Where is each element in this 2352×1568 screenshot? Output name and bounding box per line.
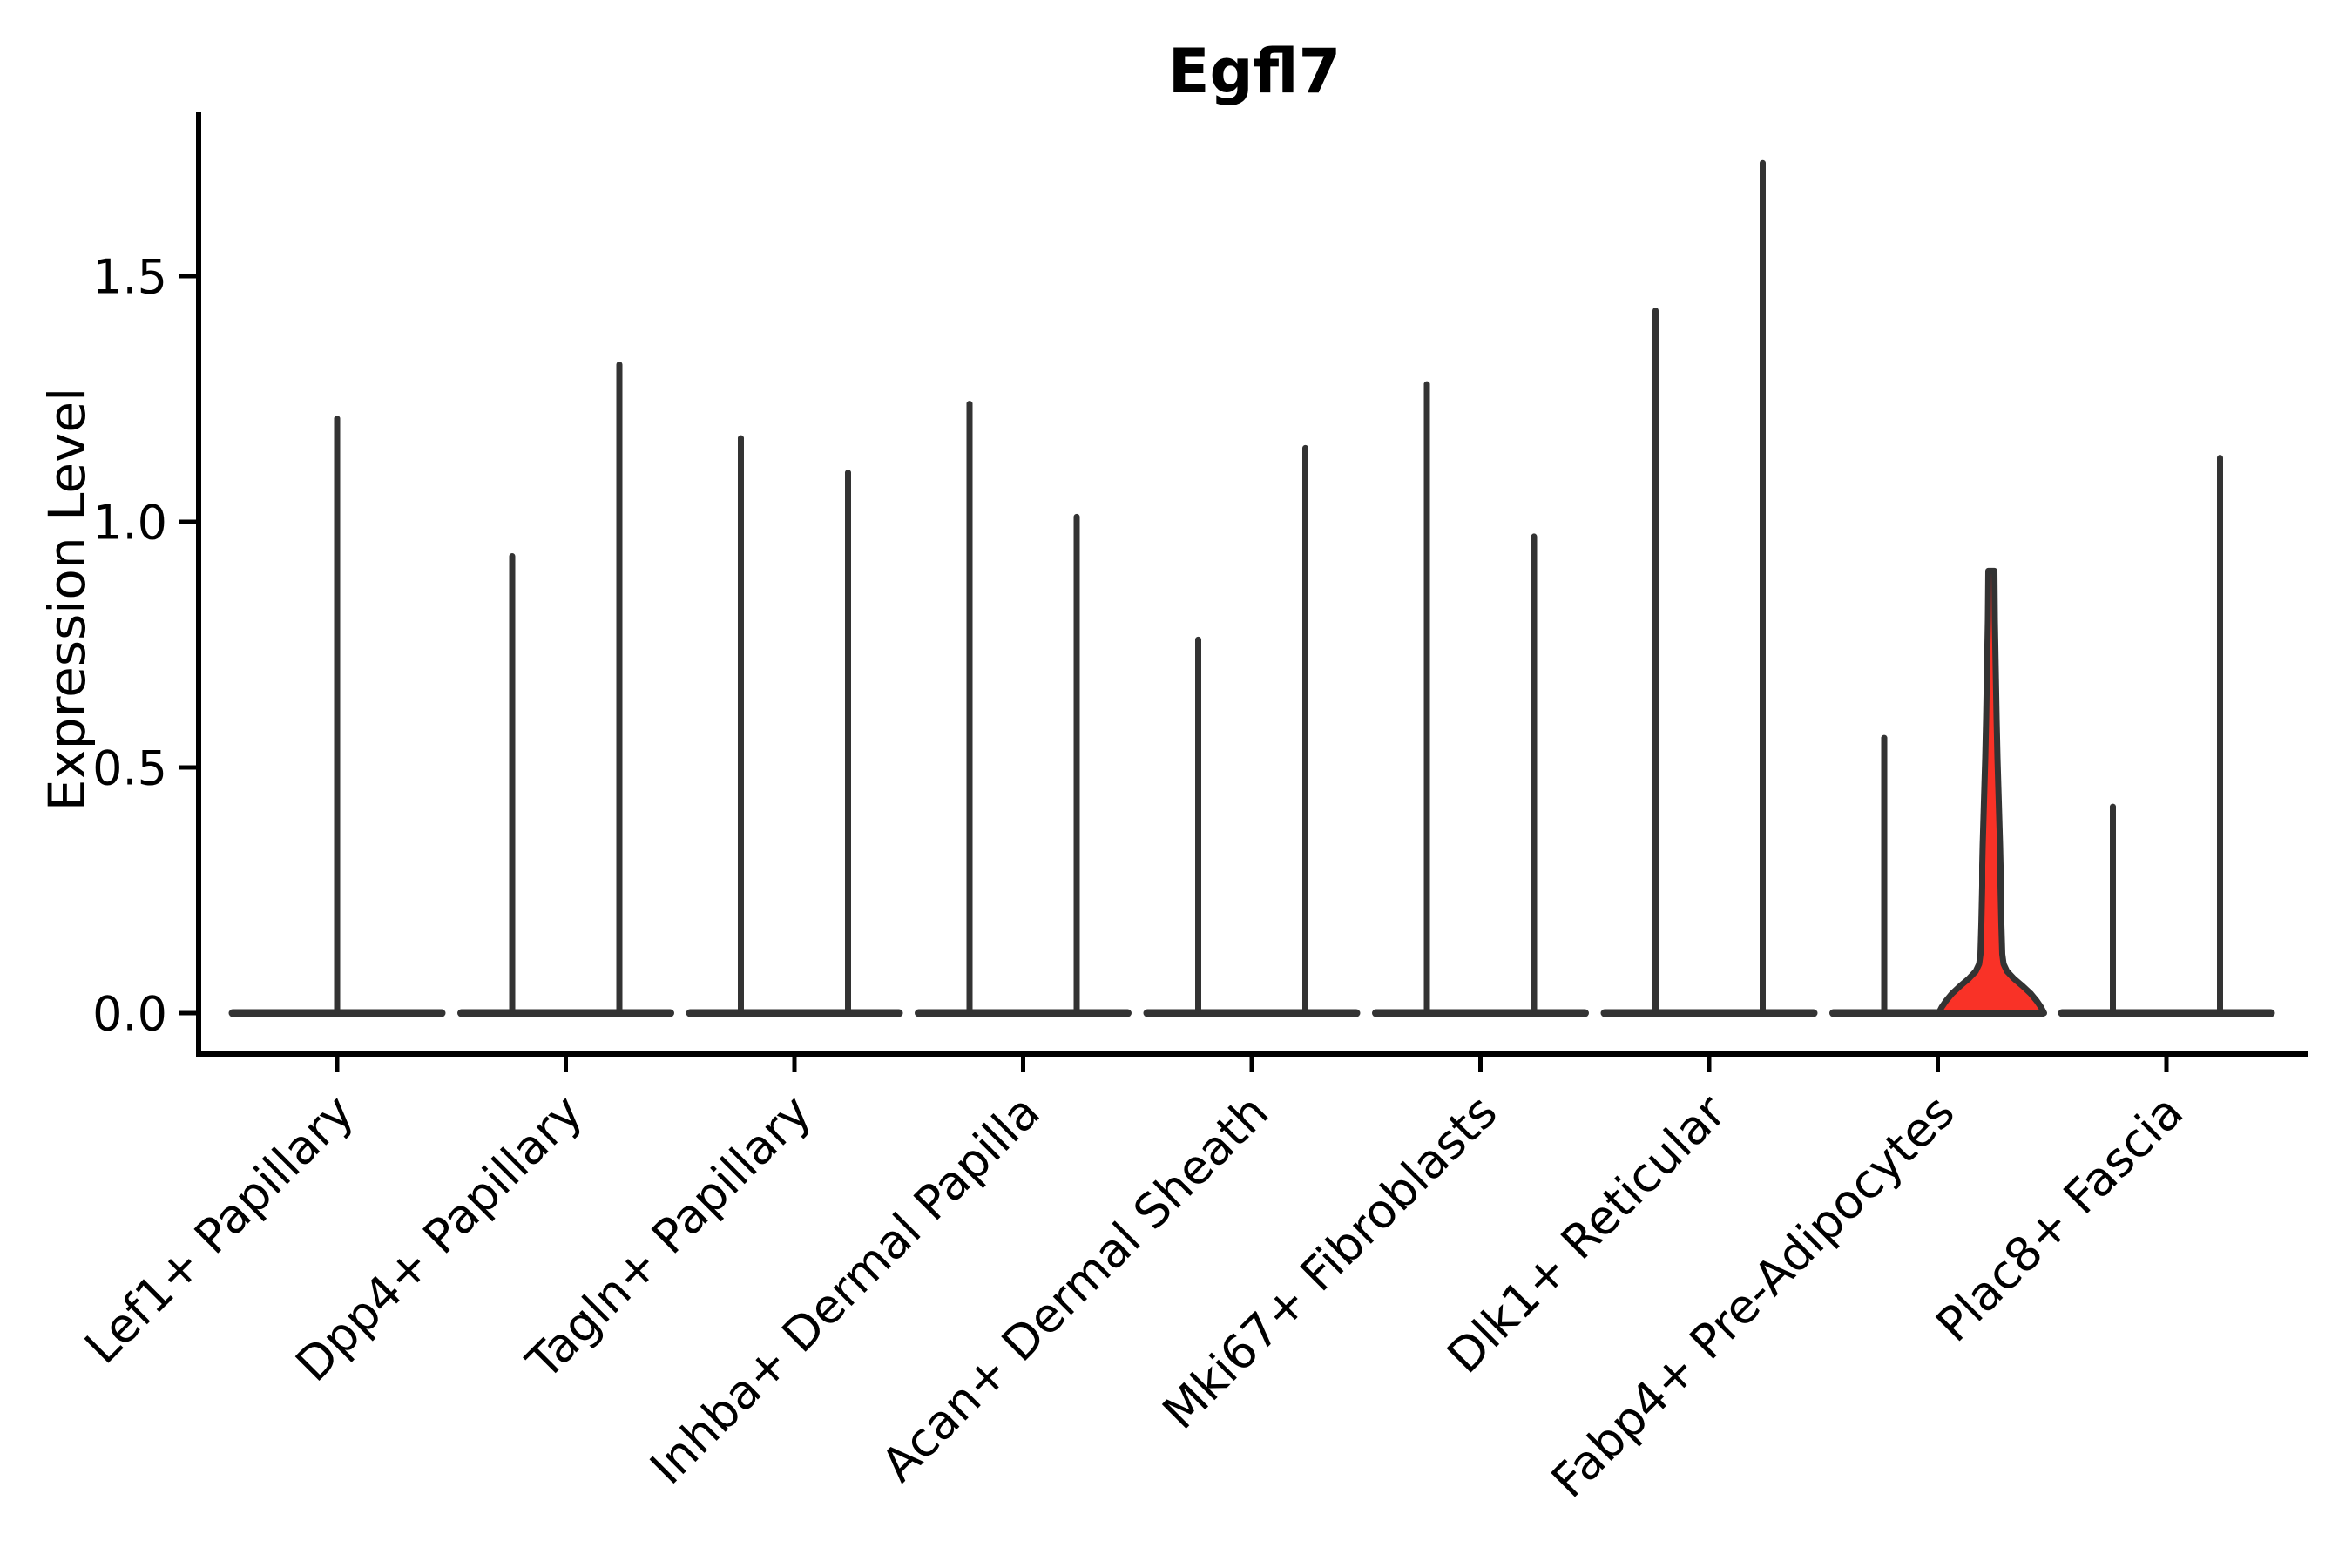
- violin-group-1: [457, 362, 674, 1017]
- violin-group-2: [686, 435, 903, 1017]
- y-tick-label-2: 1.0: [92, 495, 167, 550]
- plot-title: Egfl7: [1167, 36, 1342, 107]
- violin-group-4: [1143, 444, 1361, 1017]
- x-tick-label-8: Plac8+ Fascia: [1925, 1085, 2193, 1353]
- y-tick-label-1: 0.5: [92, 740, 167, 795]
- violin-group-0: [228, 416, 446, 1017]
- x-tick-label-3: Inhba+ Dermal Papilla: [639, 1085, 1050, 1495]
- y-tick-label-0: 0.0: [92, 986, 167, 1041]
- violin-group-3: [915, 401, 1132, 1017]
- highlighted-violin: [1936, 567, 2047, 1017]
- y-tick-label-3: 1.5: [92, 249, 167, 304]
- violin-group-8: [2058, 455, 2275, 1017]
- violin-group-7: [1829, 567, 2047, 1017]
- violin-group-5: [1372, 381, 1589, 1017]
- x-tick-label-4: Acan+ Dermal Sheath: [871, 1085, 1279, 1492]
- x-tick-label-7: Fabp4+ Pre-Adipocytes: [1541, 1085, 1965, 1509]
- violin-group-6: [1600, 159, 1818, 1017]
